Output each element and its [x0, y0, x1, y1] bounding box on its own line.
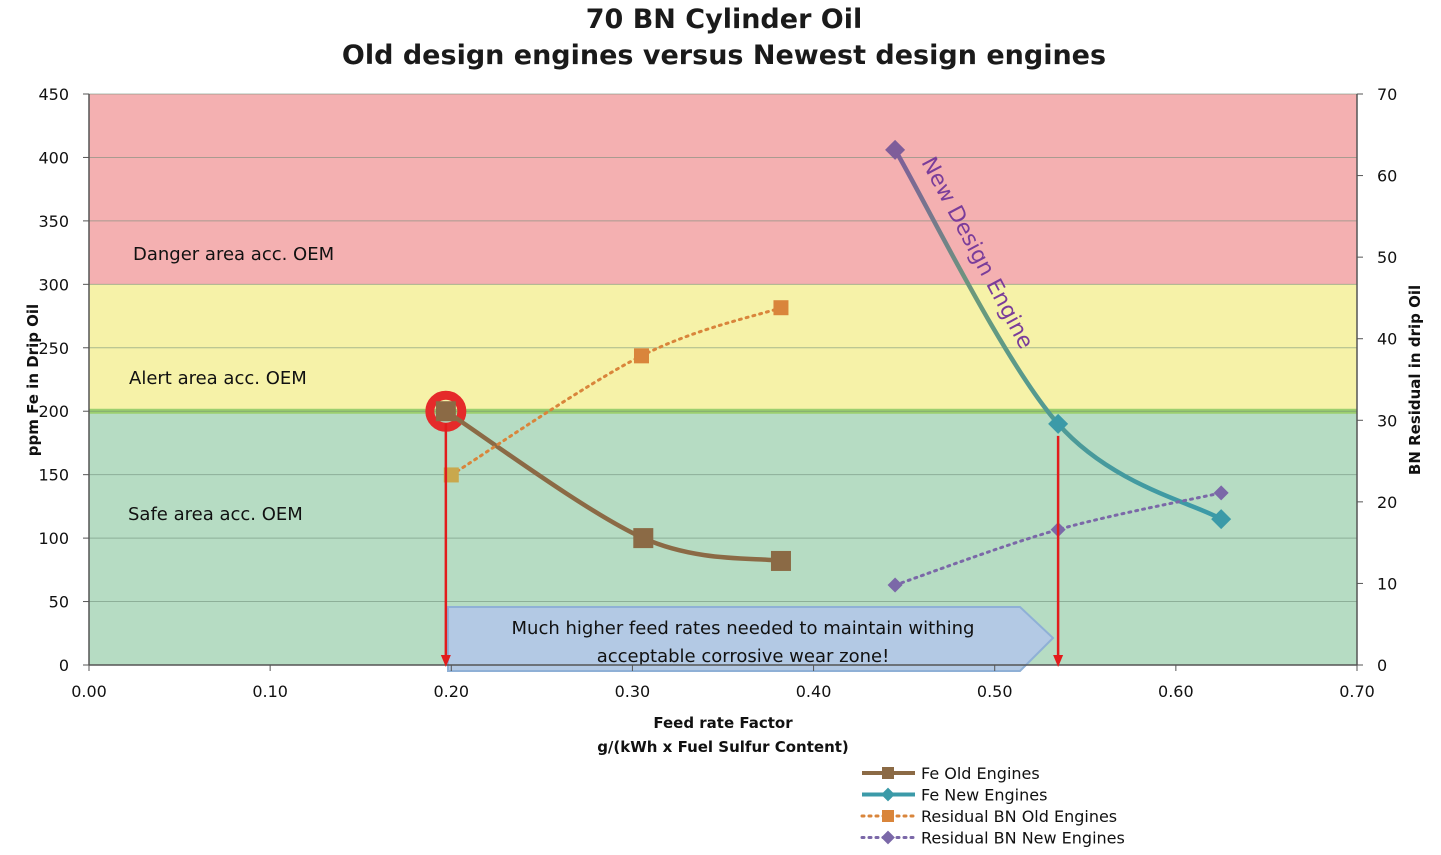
series-point-2 — [770, 550, 791, 571]
y2-tick-label-2: 20 — [1377, 493, 1397, 512]
y-tick-label-5: 250 — [38, 339, 69, 358]
legend-label: Residual BN Old Engines — [921, 807, 1117, 826]
series — [425, 139, 1232, 593]
series-point-1 — [1048, 413, 1069, 434]
series-0 — [435, 401, 791, 571]
series-line — [892, 147, 1224, 522]
red-arrow-head-1 — [1053, 655, 1064, 667]
y-axis-title: ppm Fe in Drip Oil — [24, 304, 42, 456]
series-line — [443, 408, 784, 564]
series-2 — [443, 300, 789, 483]
red-arrows — [440, 423, 1064, 667]
red-arrow-head-0 — [440, 655, 451, 667]
y2-tick-label-7: 70 — [1377, 85, 1397, 104]
series-point-1 — [633, 528, 654, 549]
x-axis-title-line-1: Feed rate Factor — [653, 714, 793, 732]
chart-subtitle: Old design engines versus Newest design … — [342, 40, 1106, 71]
zone-label-safe: Safe area acc. OEM — [128, 504, 303, 525]
zone-label-alert: Alert area acc. OEM — [129, 368, 307, 389]
zone-label-danger: Danger area acc. OEM — [133, 244, 334, 265]
x-tick-label-7: 0.70 — [1339, 682, 1375, 701]
series-point-2 — [1213, 485, 1229, 501]
x-tick-label-3: 0.30 — [615, 682, 651, 701]
y-tick-label-9: 450 — [38, 85, 69, 104]
y-tick-label-0: 0 — [59, 656, 69, 675]
callout-line-1: Much higher feed rates needed to maintai… — [512, 618, 975, 639]
x-tick-label-6: 0.60 — [1158, 682, 1194, 701]
x-tick-label-2: 0.20 — [433, 682, 469, 701]
legend-swatch-marker — [882, 767, 894, 779]
y2-axis-title: BN Residual in drip Oil — [1406, 285, 1424, 475]
x-tick-label-1: 0.10 — [252, 682, 288, 701]
series-point-2 — [773, 300, 789, 316]
legend-item-2: Residual BN Old Engines — [860, 807, 1117, 826]
x-tick-label-0: 0.00 — [71, 682, 107, 701]
legend-item-0: Fe Old Engines — [862, 764, 1040, 783]
legend-swatch-marker — [882, 810, 894, 822]
series-point-0 — [443, 467, 459, 483]
legend-swatch-marker — [881, 787, 895, 802]
y2-tick-label-6: 60 — [1377, 167, 1397, 186]
series-point-1 — [633, 348, 649, 364]
y-tick-label-3: 150 — [38, 466, 69, 485]
y-tick-label-1: 50 — [49, 593, 69, 612]
y-tick-label-7: 350 — [38, 212, 69, 231]
y-tick-label-4: 200 — [38, 402, 69, 421]
y2-tick-label-5: 50 — [1377, 248, 1397, 267]
callout-line-2: acceptable corrosive wear zone! — [597, 646, 890, 667]
series-point-0 — [887, 577, 903, 593]
series-point-2 — [1211, 509, 1232, 530]
y-tick-label-6: 300 — [38, 275, 69, 294]
y2-tick-label-3: 30 — [1377, 411, 1397, 430]
legend: Fe Old Engines Fe New Engines Residual BN … — [860, 764, 1125, 848]
x-tick-label-4: 0.40 — [796, 682, 832, 701]
zone-band-0 — [89, 94, 1357, 285]
callout-arrow: Much higher feed rates needed to maintai… — [447, 606, 1055, 672]
y-tick-label-2: 100 — [38, 529, 69, 548]
legend-swatch-marker — [881, 830, 895, 845]
y2-tick-label-1: 10 — [1377, 574, 1397, 593]
series-point-0 — [435, 401, 456, 422]
axes: 0.00 0.10 0.20 0.30 0.40 0.50 0.60 0.7005010015… — [38, 85, 1397, 701]
legend-label: Fe Old Engines — [921, 764, 1040, 783]
legend-item-3: Residual BN New Engines — [860, 829, 1125, 848]
x-tick-label-5: 0.50 — [977, 682, 1013, 701]
y2-tick-label-4: 40 — [1377, 330, 1397, 349]
legend-label: Residual BN New Engines — [921, 829, 1125, 848]
series-1 — [885, 139, 1232, 530]
y-tick-label-8: 400 — [38, 148, 69, 167]
series-point-0 — [885, 139, 906, 160]
grid — [89, 93, 1357, 603]
y2-tick-label-0: 0 — [1377, 656, 1387, 675]
legend-item-1: Fe New Engines — [862, 786, 1047, 805]
x-axis-title-line-2: g/(kWh x Fuel Sulfur Content) — [597, 738, 849, 756]
chart-title: 70 BN Cylinder Oil — [586, 4, 863, 35]
legend-label: Fe New Engines — [921, 786, 1047, 805]
